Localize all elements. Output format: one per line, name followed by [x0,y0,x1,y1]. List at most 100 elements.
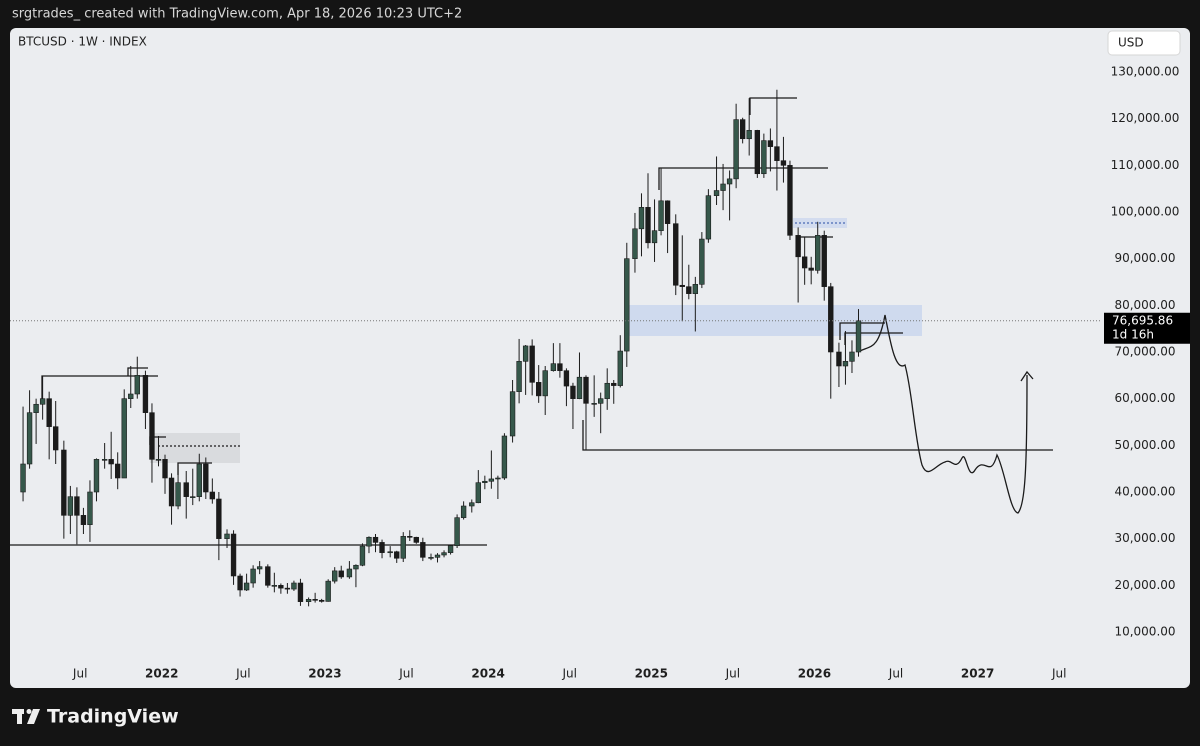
y-tick-label: 50,000.00 [1114,438,1175,452]
y-tick-label: 20,000.00 [1114,578,1175,592]
level-line [658,167,828,190]
last-price-label: 76,695.86 [1112,313,1173,327]
candle-body [61,449,67,516]
candle-body [705,195,712,240]
candle-body [557,363,563,371]
candle-body [761,140,767,175]
candle-body [516,361,522,392]
x-tick-label: Jul [561,667,576,681]
candle-body [168,477,175,507]
x-tick-label: 2022 [145,667,178,681]
candle-body [413,536,419,543]
candle-body [53,426,59,451]
level-line [839,322,885,340]
y-tick-label: 100,000.00 [1111,205,1180,219]
candle-body [420,542,426,558]
candle-body [604,382,610,399]
candle-body [353,564,359,570]
candle-body [836,351,842,367]
last-price-tag [1104,312,1190,344]
candle-body [821,235,827,287]
candle-body [271,585,278,587]
candle-body [733,119,739,180]
candle-body [692,284,699,294]
candle-body [93,459,100,493]
candle-body [754,130,761,175]
axes: 10,000.00 20,000.00 30,000.00 40,000.00 50,0… [72,65,1190,681]
candle-body [46,398,52,427]
candle-body [230,533,237,577]
candle-body [638,207,645,230]
candle-body [190,496,196,498]
y-tick-label: 60,000.00 [1114,391,1175,405]
countdown-label: 1d 16h [1112,327,1154,341]
candle-body [720,183,726,191]
candle-body [611,382,617,386]
candle-body [576,376,583,399]
candle-body [387,551,393,554]
candle-body [739,119,746,140]
x-tick-label: Jul [725,667,740,681]
candle-body [808,267,814,271]
level-line [127,367,148,376]
candle-body [726,178,733,185]
candle-body [563,370,570,387]
chart-panel [10,28,1190,688]
candle-body [394,551,400,559]
footer: TradingView [47,706,179,728]
y-tick-label: 130,000.00 [1111,65,1180,79]
candle-body [780,160,787,166]
candle-body [583,376,589,404]
candle-body [509,391,516,437]
candle-body [332,570,338,582]
candle-body [325,580,331,602]
candle-body [570,385,576,399]
candle-body [522,345,529,362]
candle-body [679,284,685,287]
candle-body [183,482,189,497]
currency-button[interactable] [1107,30,1181,56]
candle-body [550,363,557,371]
x-tick-label: Jul [888,667,903,681]
candle-body [591,403,597,405]
level-line [41,375,158,400]
y-tick-label: 70,000.00 [1114,345,1175,359]
x-tick-label: 2025 [635,667,668,681]
candle-body [664,200,671,224]
candle-body [407,536,413,538]
candle-body [434,554,441,558]
candle-body [441,552,447,556]
candle-body [80,515,87,525]
x-tick-label: Jul [235,667,250,681]
candle-body [469,502,475,507]
candle-body [312,599,318,601]
y-tick-label: 110,000.00 [1111,158,1180,172]
candle-body [121,398,127,479]
plot [10,89,1100,607]
candle-body [209,491,216,500]
candle-body [265,566,271,586]
candle-body [338,570,344,578]
candle-body [801,256,808,269]
candle-body [101,459,108,461]
candle-body [39,398,46,405]
candle-body [495,477,501,480]
candle-body [447,545,454,553]
candle-body [855,320,862,353]
candle-body [196,463,202,497]
candle-body [482,480,488,483]
candle-body [74,496,80,516]
y-tick-label: 10,000.00 [1114,625,1175,639]
x-tick-label: Jul [1051,667,1066,681]
candle-body [428,557,434,559]
candle-body [849,351,855,362]
candle-body [359,545,366,566]
candle-body [400,536,406,559]
candle-body [460,505,467,518]
candle-body [767,140,774,147]
candle-body [243,582,250,591]
candle-body [536,382,542,397]
candle-body [224,533,230,539]
